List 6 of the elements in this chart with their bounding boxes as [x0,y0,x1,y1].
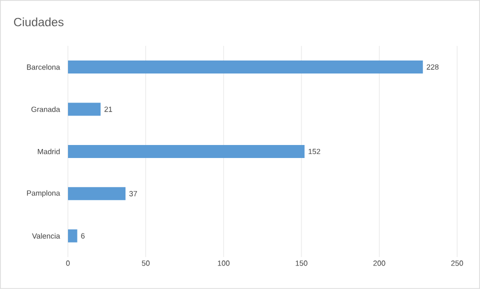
bar [68,229,78,242]
chart-title: Ciudades [14,18,64,26]
bar [68,60,423,74]
bar [68,102,101,116]
bar [68,145,305,158]
bar [68,187,126,200]
